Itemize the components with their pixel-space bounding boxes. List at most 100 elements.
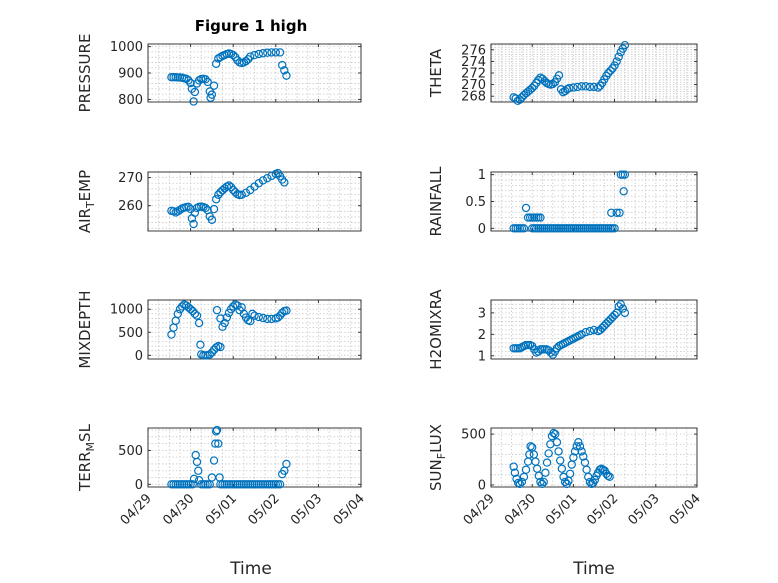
data-point <box>521 203 531 213</box>
data-point <box>167 330 176 339</box>
data-point <box>209 456 219 465</box>
data-point <box>184 76 193 85</box>
data-point <box>537 479 547 489</box>
data-point <box>173 309 183 319</box>
data-point <box>542 458 552 467</box>
y-tick-label: 500 <box>461 428 486 443</box>
y-tick-label: 268 <box>461 90 486 105</box>
data-point <box>186 78 195 88</box>
data-point <box>209 204 219 214</box>
y-axis-label: THETA <box>427 48 445 98</box>
data-point <box>544 449 553 458</box>
data-point <box>254 312 263 322</box>
data-point <box>271 48 280 57</box>
x-tick-label: 05/04 <box>667 491 704 528</box>
data-point <box>263 48 272 57</box>
data-point <box>241 188 251 197</box>
data-point <box>509 462 518 471</box>
data-point <box>212 425 222 435</box>
data-point <box>577 82 586 91</box>
y-tick-label: 0 <box>135 349 143 364</box>
y-tick-label: 274 <box>461 55 486 70</box>
data-point <box>569 83 578 92</box>
data-point <box>211 59 221 68</box>
y-tick-label: 500 <box>118 444 143 459</box>
data-point <box>258 176 268 185</box>
data-point <box>189 474 199 484</box>
data-point <box>211 195 221 204</box>
data-point <box>212 305 222 315</box>
data-point <box>182 74 191 84</box>
data-point <box>574 438 583 447</box>
data-point <box>602 319 611 328</box>
data-point <box>573 82 582 92</box>
x-tick-label: 04/30 <box>502 491 539 528</box>
data-point <box>207 90 217 99</box>
data-point <box>569 453 578 462</box>
data-point <box>536 213 545 222</box>
data-point <box>282 459 291 469</box>
y-tick-label: 800 <box>118 93 143 108</box>
y-tick-label: 272 <box>461 67 486 82</box>
data-point <box>585 326 595 336</box>
data-point <box>201 203 210 213</box>
x-tick-label: 04/29 <box>118 491 155 528</box>
data-point <box>277 308 287 318</box>
y-axis-label: PRESSURE <box>76 34 94 113</box>
data-point <box>214 190 223 199</box>
data-point <box>214 439 223 448</box>
data-point <box>194 318 204 328</box>
data-point <box>254 49 263 59</box>
data-point <box>584 472 593 482</box>
y-tick-label: 1000 <box>110 303 143 318</box>
data-point <box>554 71 564 80</box>
x-tick-label: 05/03 <box>288 491 325 528</box>
x-tick-label: 04/30 <box>160 491 197 528</box>
data-point <box>220 318 229 328</box>
data-point <box>277 60 287 70</box>
data-point <box>224 181 234 190</box>
data-point <box>222 313 232 322</box>
data-point <box>515 95 525 104</box>
data-point <box>267 48 276 57</box>
data-point <box>207 215 217 224</box>
y-axis-label: H2OMIXRA <box>427 289 445 370</box>
data-point <box>570 447 580 456</box>
data-point <box>192 311 202 320</box>
y-tick-label: 3 <box>478 306 486 321</box>
data-point <box>186 305 195 314</box>
y-tick-label: 1 <box>478 168 486 183</box>
data-point <box>258 313 268 323</box>
y-tick-label: 270 <box>461 78 486 93</box>
y-tick-label: 2 <box>478 328 486 343</box>
data-point <box>615 208 624 217</box>
data-point <box>534 75 543 85</box>
x-axis-label-left: Time <box>229 559 272 579</box>
data-point <box>582 465 591 474</box>
data-point <box>541 468 550 477</box>
data-point <box>510 468 520 477</box>
data-point <box>546 348 555 357</box>
data-point <box>214 54 223 63</box>
data-point <box>523 457 533 466</box>
data-point <box>614 302 623 311</box>
data-point <box>189 97 198 106</box>
data-point <box>282 306 291 315</box>
data-point <box>614 52 623 61</box>
subplot-7: 04/29 04/30 05/01 05/02 05/03 05/04 0 500 TERRMS… <box>76 423 368 528</box>
subplot-3: 260 270 AIRTEMP <box>76 168 362 233</box>
data-point <box>190 87 200 97</box>
data-point <box>593 83 603 92</box>
y-tick-label: 0.5 <box>465 195 486 210</box>
data-point <box>575 442 585 451</box>
y-tick-label: 0 <box>478 222 486 237</box>
data-point <box>528 83 537 93</box>
data-point <box>216 342 225 352</box>
data-point <box>248 309 257 319</box>
data-point <box>233 301 242 310</box>
data-point <box>237 190 246 199</box>
x-tick-label: 05/04 <box>331 491 368 528</box>
data-point <box>606 66 615 75</box>
data-point <box>526 442 535 451</box>
y-tick-label: 500 <box>118 326 143 341</box>
